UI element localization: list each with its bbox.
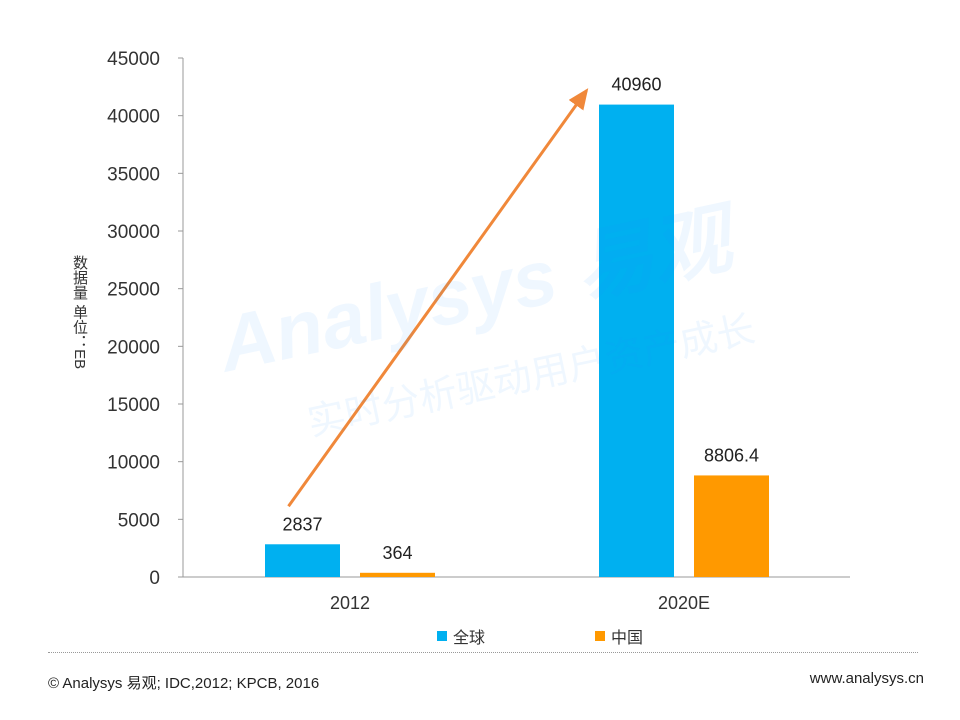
legend-swatch-china: [595, 631, 606, 641]
y-tick-label: 30000: [107, 222, 160, 243]
website-link[interactable]: www.analysys.cn: [809, 670, 924, 687]
legend: 全球 中国: [437, 624, 753, 648]
y-tick-label: 25000: [107, 280, 160, 301]
legend-item-global: 全球: [437, 624, 485, 648]
data-label: 8806.4: [704, 445, 759, 465]
legend-label-china: 中国: [611, 630, 644, 647]
bar-global-2012: [265, 544, 340, 577]
data-label: 2837: [282, 514, 322, 534]
y-tick-label: 40000: [107, 107, 160, 128]
bar-global-2020E: [599, 104, 674, 577]
y-tick-label: 0: [149, 568, 160, 589]
x-category-label: 2012: [330, 593, 370, 613]
y-tick-label: 45000: [107, 49, 160, 70]
data-label: 364: [382, 543, 412, 563]
data-label: 40960: [611, 75, 661, 95]
legend-item-china: 中国: [595, 624, 643, 648]
y-tick-label: 35000: [107, 164, 160, 185]
y-tick-label: 10000: [107, 453, 160, 474]
source-note: © Analysys 易观; IDC,2012; KPCB, 2016: [48, 675, 320, 692]
y-axis-label: 数据量 单位：EB: [71, 255, 88, 370]
y-tick-label: 15000: [107, 395, 160, 416]
y-tick-label: 20000: [107, 337, 160, 358]
trend-arrow: [287, 88, 589, 508]
legend-label-global: 全球: [453, 630, 486, 647]
y-tick-label: 5000: [118, 510, 160, 531]
bar-china-2012: [360, 572, 435, 577]
legend-swatch-global: [437, 631, 447, 641]
footer-divider: [48, 652, 918, 653]
bar-china-2020E: [694, 475, 769, 577]
x-category-label: 2020E: [658, 593, 710, 613]
